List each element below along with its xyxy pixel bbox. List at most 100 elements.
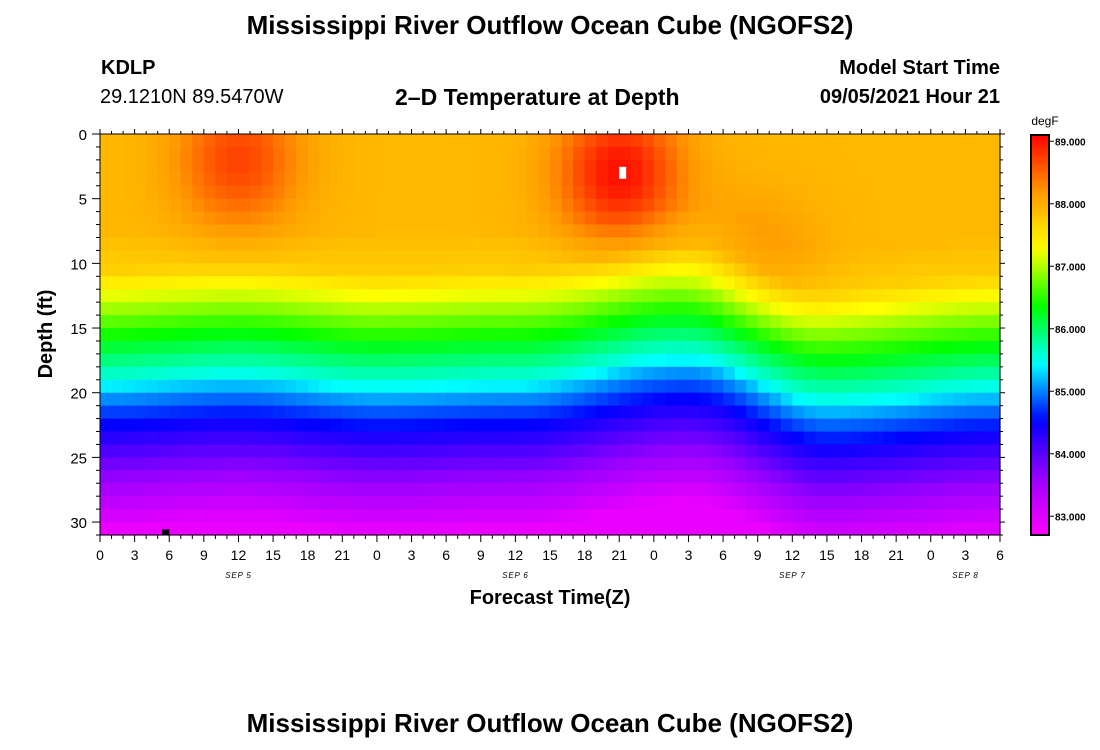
heatmap-cell [711,379,724,394]
heatmap-cell [861,263,874,277]
heatmap-cell [457,405,470,420]
heatmap-cell [711,444,724,458]
heatmap-cell [169,185,182,200]
heatmap-cell [700,134,713,148]
heatmap-cell [365,211,378,226]
heatmap-cell [780,159,793,174]
heatmap-cell [111,392,124,407]
heatmap-cell [723,185,736,200]
heatmap-cell [330,340,343,355]
heatmap-cell [757,366,770,381]
heatmap-cell [180,483,193,497]
heatmap-cell [480,185,493,200]
heatmap-cell [469,276,482,290]
footer-title: Mississippi River Outflow Ocean Cube (NG… [246,708,854,738]
heatmap-cell [884,457,897,471]
heatmap-cell [146,392,159,407]
heatmap-cell [653,470,666,484]
heatmap-cell [123,185,136,200]
heatmap-cell [711,185,724,200]
heatmap-cell [619,315,632,329]
heatmap-cell [526,522,540,536]
heatmap-cell [492,353,505,368]
heatmap-cell [365,172,378,187]
heatmap-cell [711,134,724,148]
heatmap-cell [665,159,678,174]
heatmap-cell [284,263,297,277]
heatmap-cell [676,340,690,355]
heatmap-cell [342,250,355,264]
heatmap-cell [642,134,655,148]
heatmap-cell [700,237,713,252]
heatmap-cell [250,172,263,187]
heatmap-cell [676,289,690,303]
heatmap-cell [757,418,770,433]
heatmap-cell [515,263,528,277]
heatmap-cell [976,250,990,264]
heatmap-cell [873,392,886,407]
heatmap-cell [607,198,620,213]
heatmap-cell [561,496,574,510]
heatmap-cell [515,379,528,394]
heatmap-cell [388,134,401,148]
heatmap-cell [596,522,609,536]
heatmap-cell [365,444,378,458]
heatmap-cell [400,470,413,484]
heatmap-cell [757,457,770,471]
heatmap-cell [746,457,759,471]
heatmap-cell [896,289,909,303]
heatmap-cell [942,340,955,355]
heatmap-cell [757,237,770,252]
heatmap-cell [884,405,897,420]
heatmap-cell [873,185,886,200]
heatmap-cell [111,418,124,433]
heatmap-cell [942,470,955,484]
heatmap-cell [215,483,228,497]
heatmap-cell [953,431,966,446]
colorbar-unit-label: degF [1031,114,1058,128]
heatmap-cell [296,418,309,433]
heatmap-cell [711,483,724,497]
heatmap-cell [146,263,159,277]
x-tick-label: 3 [685,547,693,563]
heatmap-cell [792,224,805,239]
heatmap-cell [203,224,216,239]
heatmap-cell [953,509,966,523]
heatmap-cell [930,444,943,458]
heatmap-cell [123,379,136,394]
heatmap-cell [965,418,978,433]
heatmap-cell [342,470,355,484]
heatmap-cell [411,263,424,277]
heatmap-cell [330,392,343,407]
heatmap-cell [111,276,124,290]
heatmap-cell [642,444,655,458]
heatmap-cell [746,496,759,510]
heatmap-cell [780,431,793,446]
heatmap-cell [411,146,424,161]
heatmap-cell [365,457,378,471]
heatmap-cell [769,328,782,342]
heatmap-cell [180,328,193,342]
heatmap-cell [953,250,966,264]
heatmap-cell [353,198,366,213]
heatmap-cell [238,146,251,161]
heatmap-cell [273,470,286,484]
heatmap-cell [307,418,320,433]
heatmap-cell [630,392,643,407]
heatmap-cell [780,198,793,213]
heatmap-cell [838,302,851,316]
heatmap-cell [434,250,447,264]
heatmap-cell [169,263,182,277]
heatmap-cell [353,470,366,484]
heatmap-cell [307,340,320,355]
heatmap-cell [630,509,643,523]
heatmap-cell [134,289,147,303]
heatmap-cell [653,315,666,329]
heatmap-cell [803,509,816,523]
heatmap-cell [930,172,943,187]
heatmap-cell [123,315,136,329]
heatmap-cell [873,379,886,394]
x-tick-label: 21 [888,547,904,563]
heatmap-cell [146,379,159,394]
heatmap-cell [757,263,770,277]
